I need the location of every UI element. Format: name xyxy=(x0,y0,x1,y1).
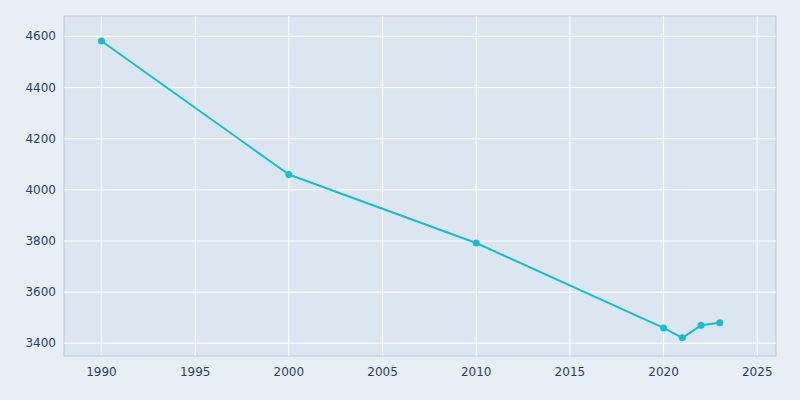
x-tick-label: 2015 xyxy=(555,365,586,379)
y-grid-line xyxy=(64,240,776,241)
y-grid-line xyxy=(64,138,776,139)
y-grid-line xyxy=(64,292,776,293)
chart-container: 1990 1995 2000 2005 2010 2015 2020 2025 3400 3600… xyxy=(0,0,800,400)
y-grid-line xyxy=(64,36,776,37)
y-grid-line xyxy=(64,87,776,88)
background xyxy=(0,0,800,400)
plot-frame xyxy=(64,16,776,356)
x-grid-line xyxy=(195,16,196,356)
y-tick-label: 3600 xyxy=(25,285,56,299)
x-tick-label: 2000 xyxy=(274,365,305,379)
point xyxy=(660,324,667,331)
x-grid-line xyxy=(569,16,570,356)
axes: 1990 1995 2000 2005 2010 2015 2020 2025 3400 3600… xyxy=(25,29,772,379)
x-grid-line xyxy=(663,16,664,356)
point xyxy=(473,240,480,247)
line xyxy=(101,41,719,338)
x-grid-line xyxy=(288,16,289,356)
chart-svg: 1990 1995 2000 2005 2010 2015 2020 2025 3400 3600… xyxy=(0,0,800,400)
y-tick-label: 3800 xyxy=(25,234,56,248)
series xyxy=(98,38,723,342)
point xyxy=(285,171,292,178)
point xyxy=(679,334,686,341)
point xyxy=(698,322,705,329)
x-grid-line xyxy=(476,16,477,356)
x-grid-line xyxy=(382,16,383,356)
y-tick-label: 4600 xyxy=(25,29,56,43)
point xyxy=(98,38,105,45)
x-tick-label: 2005 xyxy=(367,365,398,379)
x-tick-label: 2020 xyxy=(648,365,679,379)
y-grid-line xyxy=(64,189,776,190)
y-grid-line xyxy=(64,343,776,344)
x-grid-line xyxy=(757,16,758,356)
x-grid-line xyxy=(101,16,102,356)
y-tick-label: 4200 xyxy=(25,132,56,146)
x-tick-label: 2025 xyxy=(742,365,773,379)
x-tick-label: 1990 xyxy=(86,365,117,379)
x-tick-label: 2010 xyxy=(461,365,492,379)
y-tick-label: 4000 xyxy=(25,183,56,197)
grid xyxy=(64,16,776,356)
point xyxy=(716,319,723,326)
x-tick-label: 1995 xyxy=(180,365,211,379)
y-tick-label: 3400 xyxy=(25,336,56,350)
y-tick-label: 4400 xyxy=(25,81,56,95)
